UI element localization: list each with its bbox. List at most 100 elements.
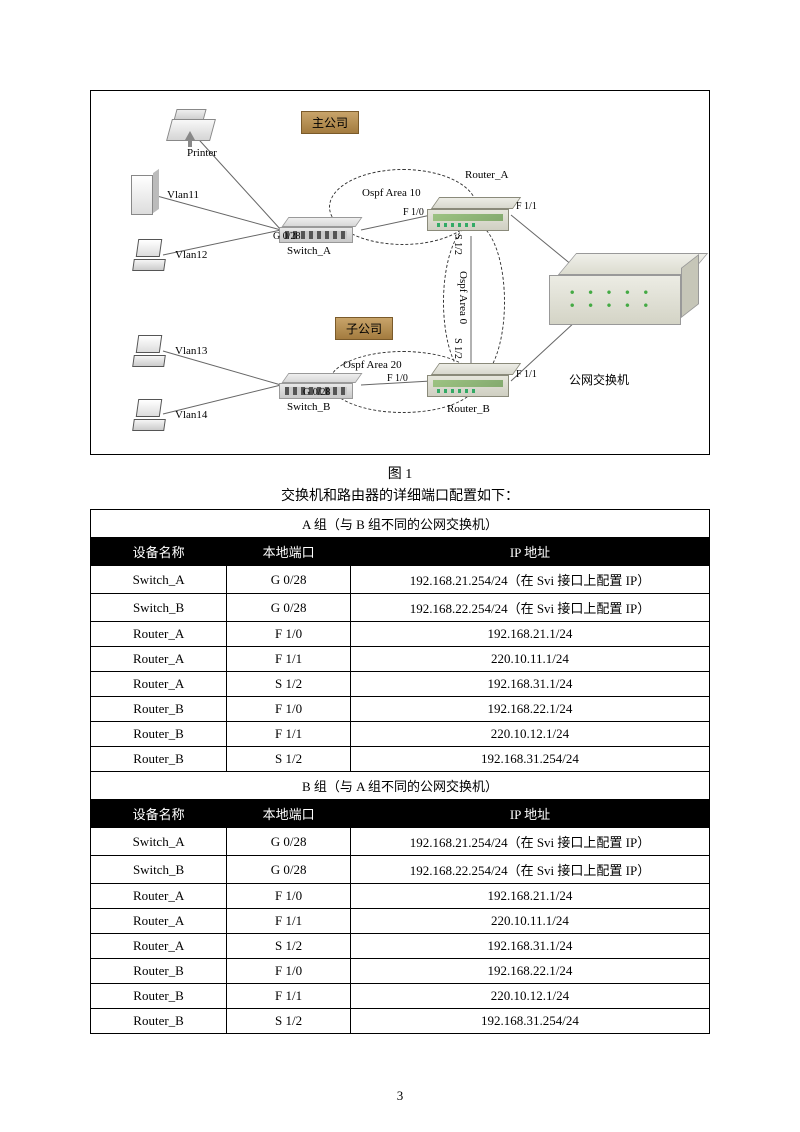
cell-port: G 0/28 <box>227 856 351 884</box>
g028-a-label: G 0/28 <box>273 231 301 242</box>
cell-dev: Switch_B <box>91 856 227 884</box>
cell-dev: Router_B <box>91 747 227 772</box>
table-row: Router_BF 1/0192.168.22.1/24 <box>91 697 710 722</box>
cell-dev: Router_A <box>91 909 227 934</box>
f10-a-label: F 1/0 <box>403 207 424 218</box>
table-row: Switch_BG 0/28192.168.22.254/24（在 Svi 接口… <box>91 594 710 622</box>
cell-dev: Router_A <box>91 672 227 697</box>
cell-port: F 1/1 <box>227 909 351 934</box>
table-row: Router_AF 1/0192.168.21.1/24 <box>91 622 710 647</box>
cell-port: S 1/2 <box>227 934 351 959</box>
server-icon <box>131 175 159 217</box>
cell-ip: 220.10.11.1/24 <box>350 647 709 672</box>
table-row: Router_BS 1/2192.168.31.254/24 <box>91 747 710 772</box>
cell-ip: 192.168.21.1/24 <box>350 622 709 647</box>
hdr-dev: 设备名称 <box>91 538 227 566</box>
cell-ip: 192.168.31.1/24 <box>350 672 709 697</box>
switch-a-label: Switch_A <box>287 245 331 257</box>
public-switch-icon <box>549 253 699 325</box>
table-row: Router_AF 1/0192.168.21.1/24 <box>91 884 710 909</box>
page: 主公司 子公司 Printer Vlan11 Vlan12 Vlan13 Vla… <box>0 0 800 1132</box>
pc-vlan12-icon <box>133 239 167 273</box>
cell-ip: 192.168.31.254/24 <box>350 747 709 772</box>
table-row: Switch_AG 0/28192.168.21.254/24（在 Svi 接口… <box>91 566 710 594</box>
router-a-icon <box>427 197 517 231</box>
hdr-port: 本地端口 <box>227 538 351 566</box>
area20-label: Ospf Area 20 <box>343 359 402 371</box>
cell-ip: 192.168.21.254/24（在 Svi 接口上配置 IP） <box>350 828 709 856</box>
page-number: 3 <box>0 1088 800 1104</box>
g028-b-label: G 0/28 <box>303 387 331 398</box>
table-row: Router_BF 1/1220.10.12.1/24 <box>91 984 710 1009</box>
cell-dev: Router_A <box>91 934 227 959</box>
cell-dev: Router_A <box>91 647 227 672</box>
group-b-title-row: B 组（与 A 组不同的公网交换机） <box>91 772 710 800</box>
config-intro: 交换机和路由器的详细端口配置如下： <box>90 485 710 505</box>
config-table: A 组（与 B 组不同的公网交换机） 设备名称 本地端口 IP 地址 Switc… <box>90 509 710 1034</box>
cell-ip: 192.168.22.1/24 <box>350 697 709 722</box>
vlan11-label: Vlan11 <box>167 189 199 201</box>
cell-port: G 0/28 <box>227 828 351 856</box>
cell-dev: Router_B <box>91 959 227 984</box>
group-a-title-row: A 组（与 B 组不同的公网交换机） <box>91 510 710 538</box>
hdr-port: 本地端口 <box>227 800 351 828</box>
vlan12-label: Vlan12 <box>175 249 207 261</box>
router-b-icon <box>427 363 517 397</box>
hdr-ip: IP 地址 <box>350 800 709 828</box>
table-row: Router_AF 1/1220.10.11.1/24 <box>91 647 710 672</box>
cell-dev: Switch_A <box>91 828 227 856</box>
area10-label: Ospf Area 10 <box>362 187 421 199</box>
cell-port: F 1/1 <box>227 722 351 747</box>
router-b-label: Router_B <box>447 403 490 415</box>
table-row: Router_BS 1/2192.168.31.254/24 <box>91 1009 710 1034</box>
printer-arrow-icon <box>183 131 197 147</box>
cell-port: F 1/1 <box>227 647 351 672</box>
cell-port: F 1/0 <box>227 884 351 909</box>
public-switch-label: 公网交换机 <box>569 371 629 388</box>
cell-ip: 192.168.21.1/24 <box>350 884 709 909</box>
hdr-dev: 设备名称 <box>91 800 227 828</box>
cell-dev: Switch_B <box>91 594 227 622</box>
cell-port: S 1/2 <box>227 1009 351 1034</box>
pc-vlan13-icon <box>133 335 167 369</box>
cell-port: G 0/28 <box>227 594 351 622</box>
figure-caption: 图 1 <box>90 463 710 483</box>
cell-dev: Router_B <box>91 1009 227 1034</box>
cell-port: F 1/0 <box>227 697 351 722</box>
router-a-label: Router_A <box>465 169 508 181</box>
cell-ip: 192.168.22.254/24（在 Svi 接口上配置 IP） <box>350 856 709 884</box>
cell-port: F 1/0 <box>227 622 351 647</box>
vlan13-label: Vlan13 <box>175 345 207 357</box>
group-a-title: A 组（与 B 组不同的公网交换机） <box>91 510 710 538</box>
cell-ip: 220.10.11.1/24 <box>350 909 709 934</box>
cell-dev: Router_B <box>91 984 227 1009</box>
cell-port: S 1/2 <box>227 672 351 697</box>
main-company-tag: 主公司 <box>301 111 359 134</box>
f11-a-label: F 1/1 <box>516 201 537 212</box>
f11-b-label: F 1/1 <box>516 369 537 380</box>
table-row: Router_AS 1/2192.168.31.1/24 <box>91 672 710 697</box>
pc-vlan14-icon <box>133 399 167 433</box>
cell-dev: Router_A <box>91 622 227 647</box>
s12-a-label: S 1/2 <box>452 234 463 255</box>
hdr-ip: IP 地址 <box>350 538 709 566</box>
switch-b-label: Switch_B <box>287 401 330 413</box>
cell-dev: Router_B <box>91 722 227 747</box>
table-row: Router_BF 1/0192.168.22.1/24 <box>91 959 710 984</box>
cell-ip: 192.168.31.1/24 <box>350 934 709 959</box>
cell-port: F 1/0 <box>227 959 351 984</box>
group-b-title: B 组（与 A 组不同的公网交换机） <box>91 772 710 800</box>
cell-ip: 220.10.12.1/24 <box>350 984 709 1009</box>
table-row: Router_AF 1/1220.10.11.1/24 <box>91 909 710 934</box>
cell-ip: 192.168.22.254/24（在 Svi 接口上配置 IP） <box>350 594 709 622</box>
cell-dev: Router_A <box>91 884 227 909</box>
table-row: Switch_AG 0/28192.168.21.254/24（在 Svi 接口… <box>91 828 710 856</box>
f10-b-label: F 1/0 <box>387 373 408 384</box>
cell-ip: 192.168.22.1/24 <box>350 959 709 984</box>
area0-label: Ospf Area 0 <box>457 271 469 324</box>
cell-dev: Router_B <box>91 697 227 722</box>
table-row: Router_AS 1/2192.168.31.1/24 <box>91 934 710 959</box>
network-diagram: 主公司 子公司 Printer Vlan11 Vlan12 Vlan13 Vla… <box>90 90 710 455</box>
cell-ip: 220.10.12.1/24 <box>350 722 709 747</box>
table-row: Switch_BG 0/28192.168.22.254/24（在 Svi 接口… <box>91 856 710 884</box>
